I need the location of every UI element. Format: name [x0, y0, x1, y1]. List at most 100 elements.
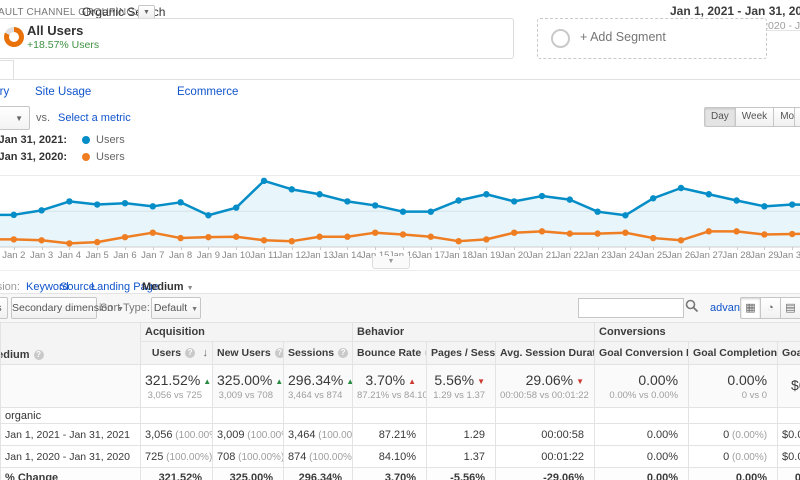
- column-header-bounce-rate[interactable]: Bounce Rate?: [352, 341, 428, 365]
- x-axis-label: Jan 10: [221, 250, 251, 261]
- legend-row: Jan 1, 2021 - Jan 31, 2021: Users: [0, 134, 200, 148]
- x-axis-label: Jan 6: [113, 250, 137, 261]
- summary-percent: 321.52%: [145, 371, 201, 388]
- chart-options-button[interactable]: [794, 107, 800, 127]
- x-axis-label: Jan 13: [305, 250, 334, 261]
- sort-descending-icon: ↓: [202, 347, 209, 359]
- x-axis-label: Jan 26: [666, 250, 696, 261]
- summary-cell: 325.00% ▲ 3,009 vs 708: [212, 364, 284, 408]
- percentage-view-icon[interactable]: ◔: [761, 297, 781, 319]
- chevron-down-icon: ▼: [191, 306, 199, 313]
- explorer-tab[interactable]: [0, 60, 14, 80]
- select-a-metric-link[interactable]: Select a metric: [58, 112, 131, 124]
- granularity-day-button[interactable]: Day: [704, 107, 736, 127]
- metric-cell: 3.70%: [352, 467, 428, 480]
- add-segment-card[interactable]: [537, 18, 767, 59]
- metric-selector-dropdown[interactable]: ▼: [0, 106, 30, 130]
- metric-cell: 87.21%: [352, 423, 428, 446]
- line-chart-canvas: [0, 155, 800, 265]
- x-axis-tick: [319, 247, 321, 250]
- metric-group-summary[interactable]: Summary: [0, 86, 10, 98]
- legend-series-name: Users: [96, 134, 125, 146]
- channel-grouping-label: DEFAULT CHANNEL GROUPING:: [0, 7, 138, 18]
- metric-cell: 00:01:22: [495, 445, 596, 468]
- x-axis-label: Jan 8: [168, 250, 193, 261]
- dimension-medium-selected[interactable]: Medium ▼: [142, 281, 194, 293]
- data-table-view-icon[interactable]: ▦: [740, 297, 761, 319]
- metric-group-conversions: Conversions: [594, 322, 800, 342]
- metric-cell: 3,056 (100.00%): [140, 423, 213, 446]
- column-header-goal-completions[interactable]: Goal Completions?: [688, 341, 779, 365]
- legend-row: Jan 1, 2020 - Jan 31, 2020: Users: [0, 151, 200, 165]
- help-icon[interactable]: ?: [338, 348, 349, 358]
- metric-cell: 1.37: [426, 445, 497, 468]
- column-header-goal-value[interactable]: Goal Value?: [777, 341, 800, 365]
- dimension-keyword-link[interactable]: Keyword: [26, 281, 69, 293]
- metric-group-ecommerce[interactable]: Ecommerce: [177, 86, 239, 98]
- metric-cell: 0.00%: [594, 445, 690, 468]
- column-header-medium[interactable]: Medium?: [0, 322, 141, 365]
- x-axis-label: Jan 15: [360, 250, 390, 261]
- column-header-avg-session-duration[interactable]: Avg. Session Duration?: [495, 341, 596, 365]
- metric-cell: 0.00%: [594, 467, 690, 480]
- summary-cell: 296.34%▲3,464 vs 874: [282, 364, 354, 408]
- x-axis-tick: [708, 247, 710, 250]
- granularity-toggle: DayWeekMonth: [704, 107, 800, 127]
- column-header-goal-conversion-rate[interactable]: Goal Conversion Rate?: [594, 341, 690, 365]
- summary-comparison: 0.00% vs 0.00%: [609, 389, 679, 401]
- dimension-landing-page-link[interactable]: Landing Page: [91, 281, 159, 293]
- help-icon[interactable]: ?: [425, 348, 426, 358]
- segment-card-all-users[interactable]: [0, 18, 514, 59]
- x-axis-tick: [180, 247, 182, 250]
- x-axis-tick: [69, 247, 71, 250]
- metric-cell: 0.00%: [777, 467, 800, 480]
- help-icon[interactable]: ?: [33, 350, 44, 360]
- table-search-input[interactable]: [578, 298, 684, 318]
- x-axis-tick: [291, 247, 293, 250]
- summary-comparison: 0 vs 0: [741, 389, 768, 401]
- performance-view-icon[interactable]: ▤: [781, 297, 800, 319]
- x-axis-tick: [13, 247, 15, 250]
- x-axis-label: Jan 28: [722, 250, 751, 261]
- sort-type-dropdown[interactable]: Default ▼: [151, 297, 201, 319]
- primary-dimension-label: Primary Dimension:: [0, 281, 20, 293]
- chevron-down-icon: ▼: [116, 306, 124, 313]
- x-axis-label: Jan 7: [141, 250, 165, 261]
- column-header-new-users[interactable]: New Users?: [212, 341, 284, 365]
- granularity-month-button[interactable]: Month: [774, 107, 800, 127]
- plot-rows-button[interactable]: Plot Rows: [0, 297, 8, 319]
- summary-cell: 321.52% ▲ 3,056 vs 725: [140, 364, 213, 408]
- summary-cell: $0.00: [777, 364, 800, 408]
- metric-group-site-usage[interactable]: Site Usage: [35, 86, 92, 98]
- x-axis-tick: [625, 247, 627, 250]
- x-axis-tick: [125, 247, 126, 250]
- column-header-users[interactable]: Users? ↓: [140, 341, 213, 365]
- chevron-down-icon: ▼: [143, 9, 150, 16]
- summary-comparison: 3,464 vs 874: [288, 389, 343, 401]
- granularity-week-button[interactable]: Week: [735, 107, 775, 127]
- metric-cell: 84.10%: [352, 445, 428, 468]
- trend-down-icon: ▼: [576, 376, 585, 386]
- annotations-expander[interactable]: ▼: [372, 256, 410, 269]
- summary-cell: 5.56% ▼ 1.29 vs 1.37: [426, 364, 497, 408]
- summary-comparison: 3,009 vs 708: [218, 389, 273, 401]
- x-axis-tick: [764, 247, 766, 250]
- segment-donut-icon: [4, 27, 24, 47]
- x-axis-tick: [458, 247, 460, 250]
- summary-percent: 0.00%: [727, 371, 768, 388]
- row-label-organic: organic: [0, 407, 141, 424]
- help-icon[interactable]: ?: [185, 348, 196, 358]
- metric-cell: 0.00%: [594, 423, 690, 446]
- column-header-sessions[interactable]: Sessions?: [282, 341, 354, 365]
- metric-group-behavior: Behavior: [352, 322, 596, 342]
- column-header-pages-session[interactable]: Pages / Session?: [426, 341, 497, 365]
- secondary-dimension-button[interactable]: Secondary dimension ▼: [11, 297, 124, 319]
- x-axis-tick: [597, 247, 599, 250]
- row-label: % Change: [0, 467, 141, 480]
- help-icon[interactable]: ?: [274, 348, 283, 358]
- dimension-source-link[interactable]: Source: [60, 281, 95, 293]
- metric-cell: -5.56%: [426, 467, 497, 480]
- search-icon[interactable]: [684, 298, 702, 318]
- metric-cell: 725 (100.00%): [140, 445, 213, 468]
